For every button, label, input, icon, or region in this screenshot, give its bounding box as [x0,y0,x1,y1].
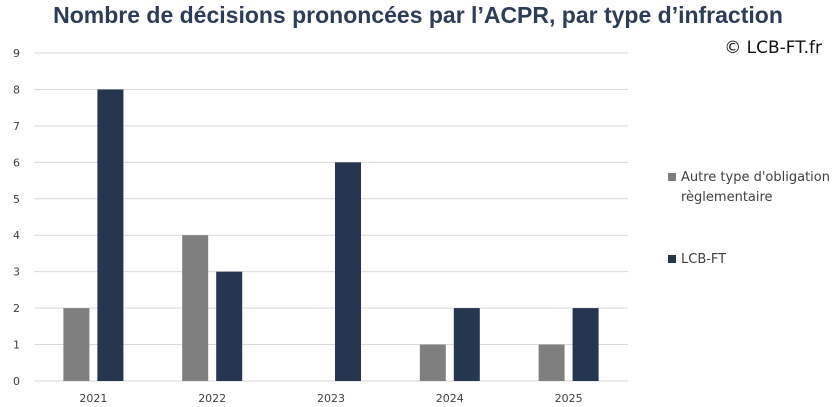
bar-2021-series-1 [97,89,124,381]
bar-2022-series-0 [182,235,209,381]
y-tick-label-6: 6 [13,156,20,169]
x-tick-label-2022: 2022 [198,392,226,405]
chart-title: Nombre de décisions prononcées par l’ACP… [53,2,783,28]
y-tick-label-1: 1 [13,339,20,352]
legend-label-lcbft: LCB-FT [681,252,727,267]
bar-2023-series-1 [335,162,361,381]
x-tick-label-2024: 2024 [436,392,464,405]
bar-2025-series-0 [538,344,565,381]
bar-2024-series-1 [453,308,480,381]
x-tick-label-2021: 2021 [79,392,107,405]
y-tick-label-7: 7 [13,120,20,133]
y-tick-label-9: 9 [13,47,20,60]
legend-swatch-lcbft [668,255,676,263]
copyright-notice: © LCB-FT.fr [724,38,822,58]
y-tick-label-4: 4 [13,229,20,242]
bar-2022-series-1 [216,271,243,381]
x-tick-label-2023: 2023 [317,392,345,405]
legend-swatch-other [668,173,676,181]
bar-2024-series-0 [419,344,446,381]
legend-item-lcbft: LCB-FT [668,250,834,270]
legend-item-other: Autre type d'obligation règlementaire [668,168,834,208]
y-tick-label-0: 0 [13,375,20,388]
bar-2025-series-1 [572,308,599,381]
y-tick-label-5: 5 [13,193,20,206]
x-tick-label-2025: 2025 [555,392,583,405]
y-tick-label-3: 3 [13,266,20,279]
bar-2021-series-0 [63,308,90,381]
y-tick-label-8: 8 [13,83,20,96]
legend-label-other: Autre type d'obligation règlementaire [681,170,830,205]
y-tick-label-2: 2 [13,302,20,315]
